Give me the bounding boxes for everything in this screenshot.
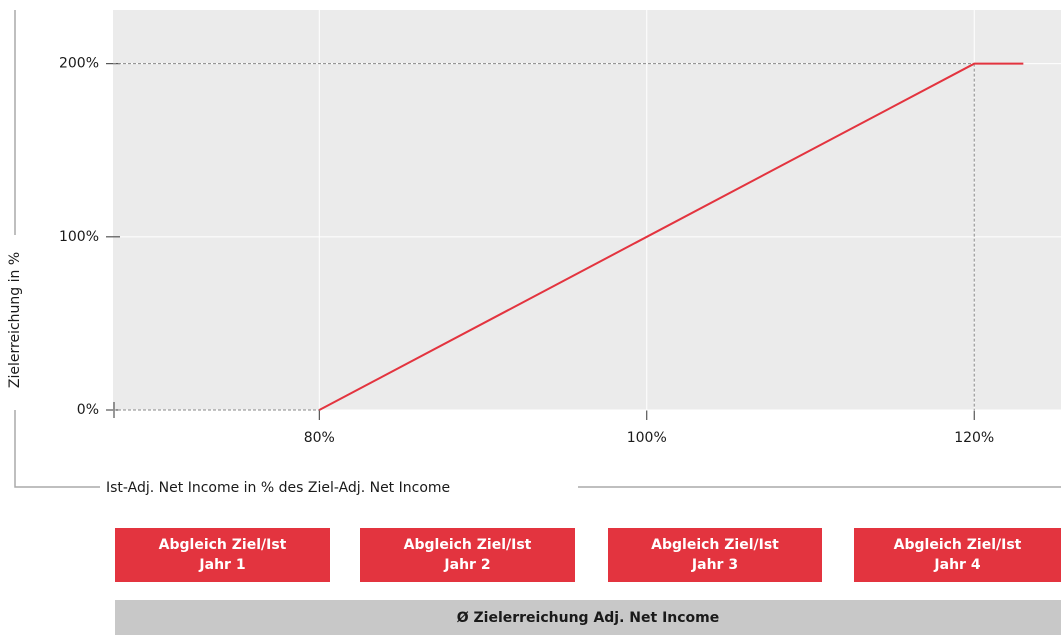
y-tick-label: 200%: [59, 56, 99, 72]
x-tick-label: 100%: [627, 430, 667, 446]
box-text: Jahr 4: [934, 557, 981, 573]
box-text: Abgleich Ziel/Ist: [893, 537, 1022, 553]
chart: Zielerreichung in % Ist-Adj. Net Income …: [3, 10, 1061, 496]
x-tick-label: 120%: [954, 430, 994, 446]
label-bg: [3, 235, 27, 410]
footer: Ø Zielerreichung Adj. Net Income: [115, 600, 1061, 635]
plot-area: [113, 10, 1061, 410]
y-tick-label: 0%: [77, 402, 99, 418]
y-axis-label: Zielerreichung in %: [7, 252, 23, 388]
box-text: Abgleich Ziel/Ist: [651, 537, 779, 553]
box: Abgleich Ziel/Ist Jahr 3: [608, 528, 822, 582]
box: Abgleich Ziel/Ist Jahr 2: [360, 528, 575, 582]
line: [318, 62, 1024, 411]
box-text: Jahr 3: [691, 557, 739, 573]
x-axis-label: Ist-Adj. Net Income in % des Ziel-Adj. N…: [106, 480, 450, 496]
box-text: Abgleich Ziel/Ist: [403, 537, 532, 553]
y-tick-label: 100%: [59, 229, 99, 245]
box-text: Abgleich Ziel/Ist: [158, 537, 287, 553]
box-text: Jahr 1: [199, 557, 246, 573]
box: Abgleich Ziel/Ist Jahr 1: [115, 528, 330, 582]
box: Abgleich Ziel/Ist Jahr 4: [854, 528, 1061, 582]
x-tick-label: 80%: [304, 430, 335, 446]
box-text: Jahr 2: [444, 557, 491, 573]
axis-bracket: [14, 10, 100, 488]
